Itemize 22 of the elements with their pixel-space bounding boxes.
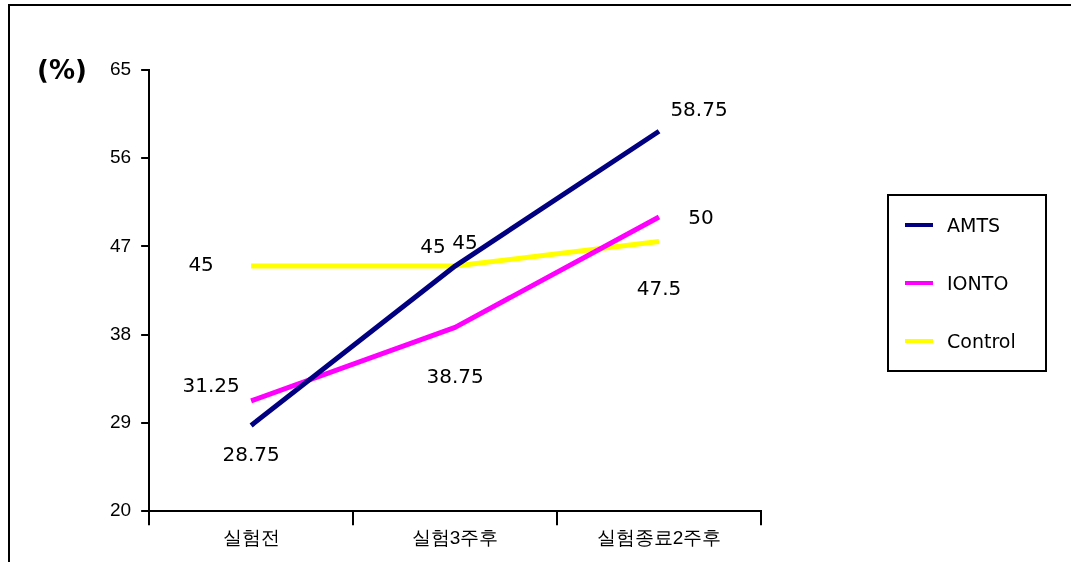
- x-tick-label: 실험종료2주후: [596, 526, 722, 548]
- data-label: 28.75: [222, 441, 280, 466]
- data-label: 45: [420, 234, 446, 259]
- y-tick-label: 65: [109, 58, 132, 80]
- y-axis-title: (%): [37, 54, 87, 85]
- data-label: 47.5: [636, 275, 682, 300]
- legend-label: AMTS: [947, 214, 1001, 236]
- data-label: 45: [452, 230, 478, 255]
- y-tick-label: 56: [109, 146, 132, 168]
- y-tick-label: 29: [109, 411, 132, 433]
- legend-label: Control: [947, 330, 1016, 352]
- data-label: 38.75: [426, 363, 484, 388]
- y-tick-label: 20: [109, 499, 132, 521]
- data-label: 45: [188, 252, 214, 277]
- y-tick-label: 47: [109, 234, 132, 256]
- data-label: 58.75: [670, 97, 728, 122]
- legend-label: IONTO: [947, 272, 1009, 294]
- y-tick-label: 38: [109, 322, 132, 344]
- x-tick-label: 실험전: [222, 526, 280, 548]
- data-label: 31.25: [182, 373, 240, 398]
- data-label: 50: [688, 205, 714, 230]
- x-tick-label: 실험3주후: [411, 526, 499, 548]
